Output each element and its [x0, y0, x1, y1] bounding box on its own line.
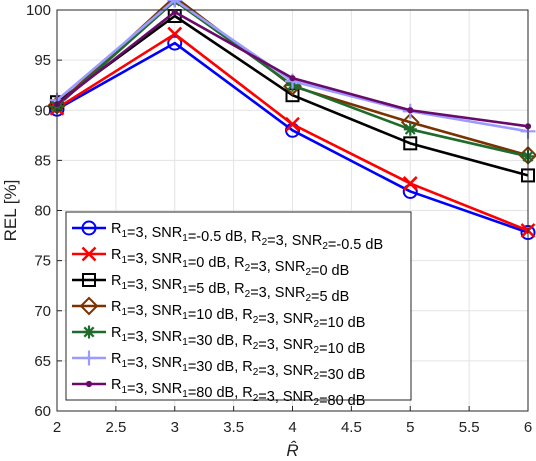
data-point [407, 107, 414, 114]
x-tick-label: 3.5 [223, 419, 244, 436]
data-point [402, 176, 418, 191]
axes-box [56, 9, 529, 412]
y-tick-label: 100 [26, 2, 51, 19]
y-tick-label: 75 [34, 253, 51, 270]
y-tick-label: 95 [34, 52, 51, 69]
legend-label: R1=3, SNR1=-0.5 dB, R2=3, SNR2=-0.5 dB [111, 221, 383, 253]
legend-box [65, 211, 412, 401]
legend-entry: R1=3, SNR1=5 dB, R2=3, SNR2=5 dB [72, 273, 349, 305]
legend-entry: R1=3, SNR1=10 dB, R2=3, SNR2=10 dB [72, 296, 365, 331]
series-7 [53, 8, 532, 130]
data-point [167, 26, 183, 42]
legend-label: R1=3, SNR1=80 dB, R2=3, SNR2=80 dB [111, 377, 365, 409]
y-tick-label: 80 [34, 203, 51, 220]
x-tick-label: 2.5 [105, 419, 126, 436]
y-tick-label: 70 [34, 303, 51, 320]
data-point [403, 136, 418, 151]
legend-marker [81, 350, 97, 366]
y-tick-label: 90 [34, 102, 51, 119]
series-line [56, 41, 529, 234]
data-point [285, 116, 300, 132]
legend-entry: R1=3, SNR1=80 dB, R2=3, SNR2=80 dB [72, 377, 365, 409]
data-point [167, 35, 183, 51]
legend-label: R1=3, SNR1=30 dB, R2=3, SNR2=10 dB [111, 325, 365, 357]
x-tick-label: 3 [171, 419, 179, 436]
x-tick-label: 2 [53, 419, 61, 436]
x-tick-label: 4.5 [341, 419, 362, 436]
legend-label: R1=3, SNR1=10 dB, R2=3, SNR2=10 dB [111, 299, 365, 331]
x-axis-label: R̂ [286, 440, 298, 460]
legend-entry: R1=3, SNR1=30 dB, R2=3, SNR2=30 dB [72, 350, 365, 383]
legend-label: R1=3, SNR1=30 dB, R2=3, SNR2=30 dB [111, 351, 365, 383]
x-tick-label: 6 [524, 419, 532, 436]
legend-marker [82, 325, 96, 339]
legend-label: R1=3, SNR1=5 dB, R2=3, SNR2=5 dB [111, 273, 349, 305]
legend-marker [79, 296, 99, 316]
data-point [289, 75, 296, 82]
x-tick-label: 5.5 [459, 419, 480, 436]
legend-entry: R1=3, SNR1=30 dB, R2=3, SNR2=10 dB [72, 325, 365, 357]
legend: R1=3, SNR1=-0.5 dB, R2=3, SNR2=-0.5 dBR1… [65, 211, 412, 409]
legend-marker [81, 246, 97, 262]
legend-marker [82, 273, 96, 287]
data-point [403, 122, 417, 136]
legend-entry: R1=3, SNR1=0 dB, R2=3, SNR2=0 dB [72, 246, 349, 279]
y-tick-label: 85 [34, 152, 51, 169]
x-tick-label: 4 [288, 419, 296, 436]
legend-marker [85, 380, 93, 388]
legend-label: R1=3, SNR1=0 dB, R2=3, SNR2=0 dB [111, 247, 349, 279]
y-axis-label: REL [%] [1, 180, 20, 242]
y-tick-label: 60 [34, 403, 51, 420]
data-point [167, 0, 183, 8]
data-point [171, 8, 178, 16]
x-tick-label: 5 [406, 419, 414, 436]
legend-marker [81, 220, 97, 236]
legend-entry: R1=3, SNR1=-0.5 dB, R2=3, SNR2=-0.5 dB [72, 220, 383, 253]
y-tick-label: 65 [34, 353, 51, 370]
